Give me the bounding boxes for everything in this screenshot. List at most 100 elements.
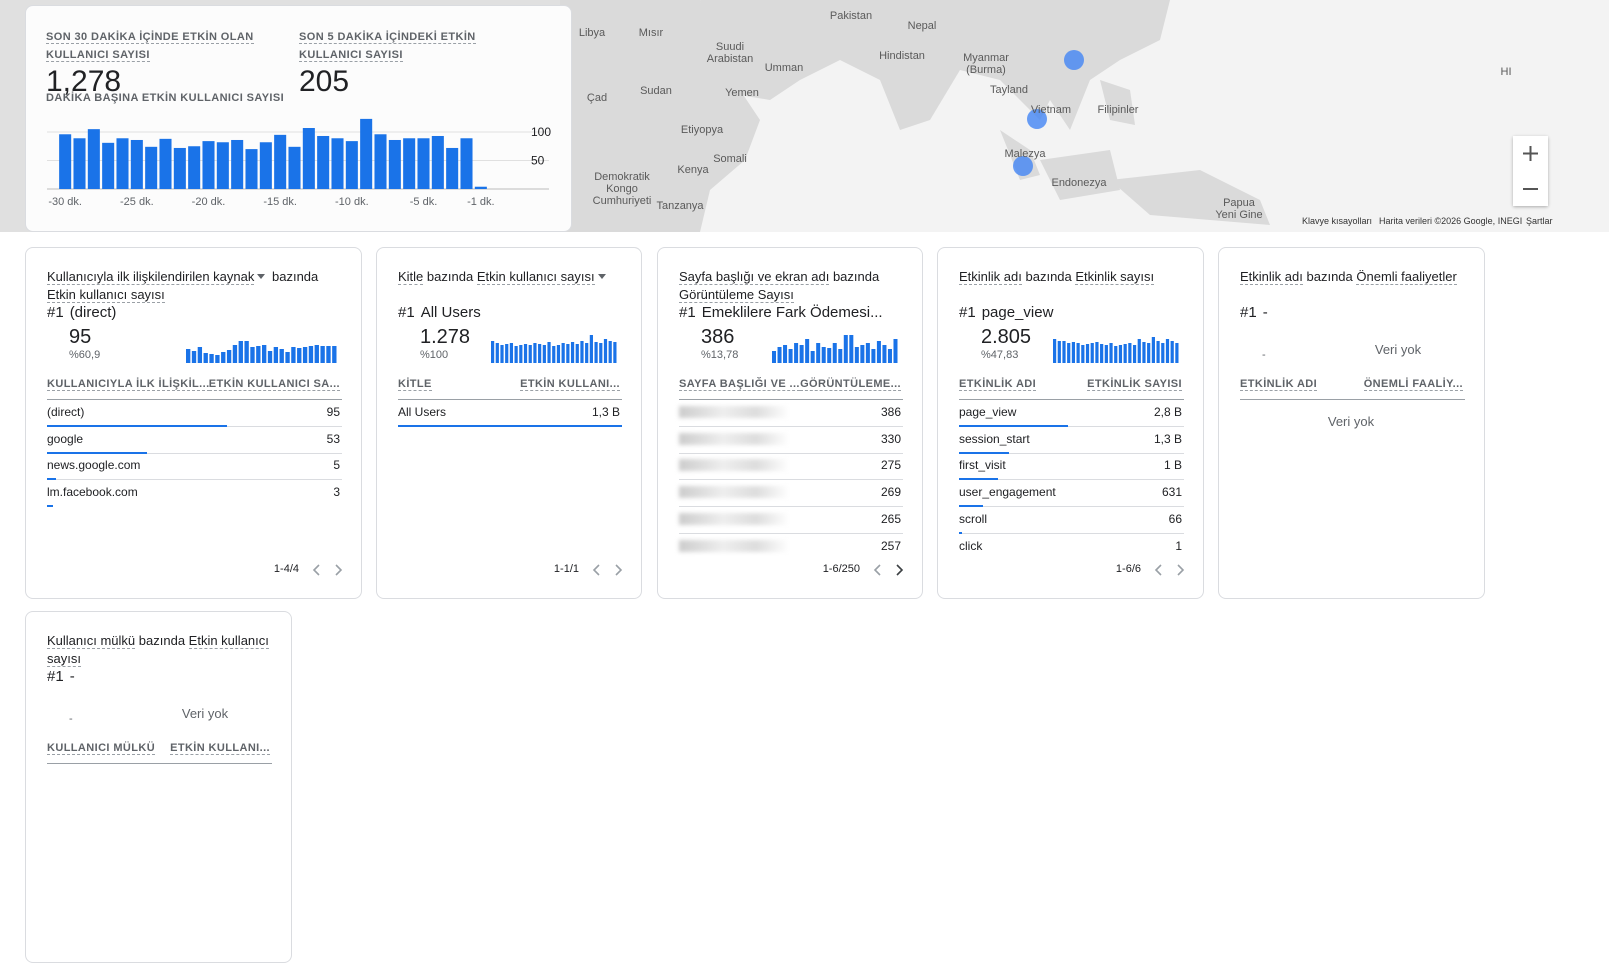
chevron [336,565,341,575]
no-data: Veri yok [182,706,228,721]
map-label: Tayland [990,84,1028,96]
dropdown-caret[interactable] [597,273,607,281]
chevron [594,565,599,575]
title-part[interactable]: Önemli faaliyetler [1356,269,1456,285]
title-part[interactable]: Kitle [398,269,423,285]
spark-bar [789,349,793,363]
column-header[interactable]: ETKİNLİK ADI [959,378,1036,391]
column-header[interactable]: GÖRÜNTÜLEME... [800,378,901,391]
column-header[interactable]: ÖNEMLİ FAALİY... [1364,378,1463,391]
column-header[interactable]: KİTLE [398,378,432,391]
next-page[interactable] [894,564,904,576]
column-header[interactable]: KULLANICIYLA İLK İLİŞKİL... [47,378,210,391]
spark-bar [491,341,494,363]
map-footer-link[interactable]: Şartlar [1526,216,1553,226]
row-value: 330 [881,432,901,446]
title-part[interactable]: Etkinlik adı [959,269,1022,285]
prev-page[interactable] [873,564,883,576]
title-part[interactable]: Etkin kullanıcı sayısı [47,287,165,303]
next-page[interactable] [1175,564,1185,576]
spark-bar [1142,342,1145,363]
map-label: Sudan [640,85,672,97]
zoom-in[interactable] [1513,136,1548,171]
column-header[interactable]: ETKİN KULLANI... [520,378,620,391]
spark-bar [816,343,820,363]
table-header-line [959,399,1184,400]
map-label: Libya [579,27,605,39]
spark-bar [239,341,243,363]
bar [317,136,329,189]
map-label: Yemen [725,87,759,99]
bar [460,138,472,189]
title-part: bazında [1026,269,1072,284]
row-label: news.google.com [47,458,140,472]
spark-bar [320,346,324,363]
map-label: Çad [587,92,607,104]
bar [274,135,286,189]
title-part[interactable]: Sayfa başlığı ve ekran adı [679,269,829,285]
spark-bar [1175,343,1178,363]
spark-bar [250,347,254,363]
land [1040,150,1120,200]
prev-page[interactable] [592,564,602,576]
column-header[interactable]: ETKİNLİK ADI [1240,378,1317,391]
no-data: Veri yok [1375,342,1421,357]
bar [288,147,300,189]
spark-bar [590,335,593,363]
top-value: - [1262,349,1266,361]
bar [188,146,200,189]
spark-bar [1114,346,1117,363]
zoom-control [1513,136,1548,206]
spark-bar [524,344,527,363]
map-label: Myanmar (Burma) [956,52,1016,76]
map-footer-link[interactable]: Klavye kısayolları [1302,216,1372,226]
zoom-icons [1513,136,1548,206]
spark-bar [1161,343,1164,363]
title-part[interactable]: Görüntüleme Sayısı [679,287,794,303]
chevron [1178,565,1183,575]
rank: #1 [47,304,64,321]
column-header[interactable]: ETKİN KULLANI... [170,742,270,755]
title-part[interactable]: Kullanıcıyla ilk ilişkilendirilen kaynak [47,269,254,285]
bar [131,140,143,189]
x-tick-label: -5 dk. [410,196,438,208]
card: Sayfa başlığı ve ekran adı bazında Görün… [657,247,923,599]
sparkline [1053,329,1180,363]
title-part[interactable]: Etkin kullanıcı sayısı [477,269,595,285]
rank: #1 [47,668,64,685]
spark-bar [256,346,260,363]
spark-bar [538,344,541,363]
card: Kullanıcıyla ilk ilişkilendirilen kaynak… [25,247,362,599]
location-bubble[interactable] [1064,50,1084,70]
row-value: 1 B [1164,458,1182,472]
spark-bar [822,347,826,363]
next-page[interactable] [333,564,343,576]
spark-bar [860,345,864,363]
dropdown-caret[interactable] [256,273,266,281]
next-page[interactable] [613,564,623,576]
column-header[interactable]: KULLANICI MÜLKÜ [47,742,155,755]
chevron [875,565,880,575]
map-label: Vietnam [1031,104,1071,116]
map-label: Filipinler [1098,104,1139,116]
column-header[interactable]: SAYFA BAŞLIĞI VE ... [679,378,800,391]
title-part[interactable]: Kullanıcı mülkü [47,633,135,649]
redacted-label [679,486,789,498]
spark-bar [1072,342,1075,363]
title-part[interactable]: Etkinlik sayısı [1075,269,1154,285]
prev-page[interactable] [312,564,322,576]
title-part: bazında [272,269,318,284]
column-header[interactable]: ETKİNLİK SAYISI [1087,378,1182,391]
title-part[interactable]: Etkinlik adı [1240,269,1303,285]
map-footer-link[interactable]: Harita verileri ©2026 Google, INEGI [1379,216,1522,226]
prev-page[interactable] [1154,564,1164,576]
column-header[interactable]: ETKİN KULLANICI SA... [209,378,340,391]
spark-bar [1077,343,1080,363]
spark-bar [1124,344,1127,363]
zoom-out[interactable] [1513,171,1548,206]
spark-bar [1091,343,1094,363]
spark-bar [274,347,278,363]
